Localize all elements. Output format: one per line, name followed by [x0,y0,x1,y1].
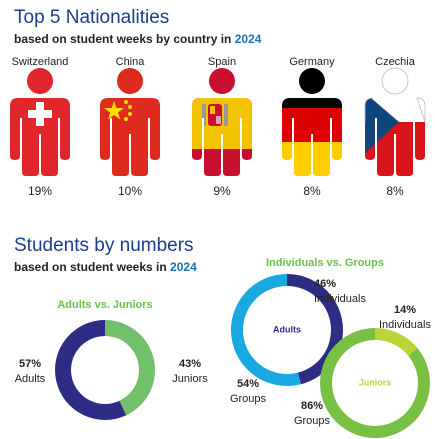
country-name: Spain [208,56,236,68]
country-name: Czechia [375,56,416,68]
category-label: Individuals [379,319,431,331]
donut-center-label: Juniors [359,377,392,387]
donut-segment [54,320,127,420]
category-label: Groups [230,393,267,405]
donut-title: Individuals vs. Groups [266,257,384,269]
category-label: Adults [15,373,46,385]
value-label: 57% [19,358,41,370]
country-share: 8% [386,184,404,198]
title: Top 5 Nationalities [14,7,169,28]
donut-segment [230,274,301,387]
donut-title: Adults vs. Juniors [57,299,152,311]
donut-center-label: Adults [273,324,301,334]
section-subtitle: based on student weeks in 2024 [14,260,197,274]
category-label: Groups [294,415,331,427]
country-share: 10% [118,184,142,198]
country-name: China [116,56,146,68]
value-label: 46% [314,278,336,290]
value-label: 86% [301,400,323,412]
donut-segment [375,328,418,356]
subtitle: based on student weeks by country in 202… [14,32,262,46]
category-label: Juniors [172,373,208,385]
category-label: Individuals [314,293,366,305]
value-label: 54% [237,378,259,390]
country-name: Germany [289,56,335,68]
section-title: Students by numbers [14,235,194,256]
country-name: Switzerland [12,56,69,68]
donut-segment [105,319,155,416]
flag-figure [100,68,160,176]
country-share: 8% [303,184,321,198]
flag-figure [364,67,426,176]
flag-figure [282,68,342,176]
country-share: 9% [213,184,231,198]
flag-figure [192,68,252,176]
value-label: 43% [179,358,201,370]
country-share: 19% [28,184,52,198]
flag-figure [10,68,70,176]
value-label: 14% [394,304,416,316]
